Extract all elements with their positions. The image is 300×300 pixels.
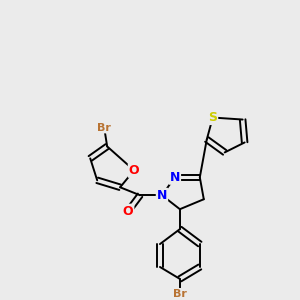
Text: Br: Br [173,289,187,299]
Text: Br: Br [97,122,111,133]
Text: O: O [123,205,134,218]
Text: N: N [157,189,167,202]
Text: O: O [129,164,140,177]
Text: N: N [170,171,180,184]
Text: S: S [208,111,217,124]
